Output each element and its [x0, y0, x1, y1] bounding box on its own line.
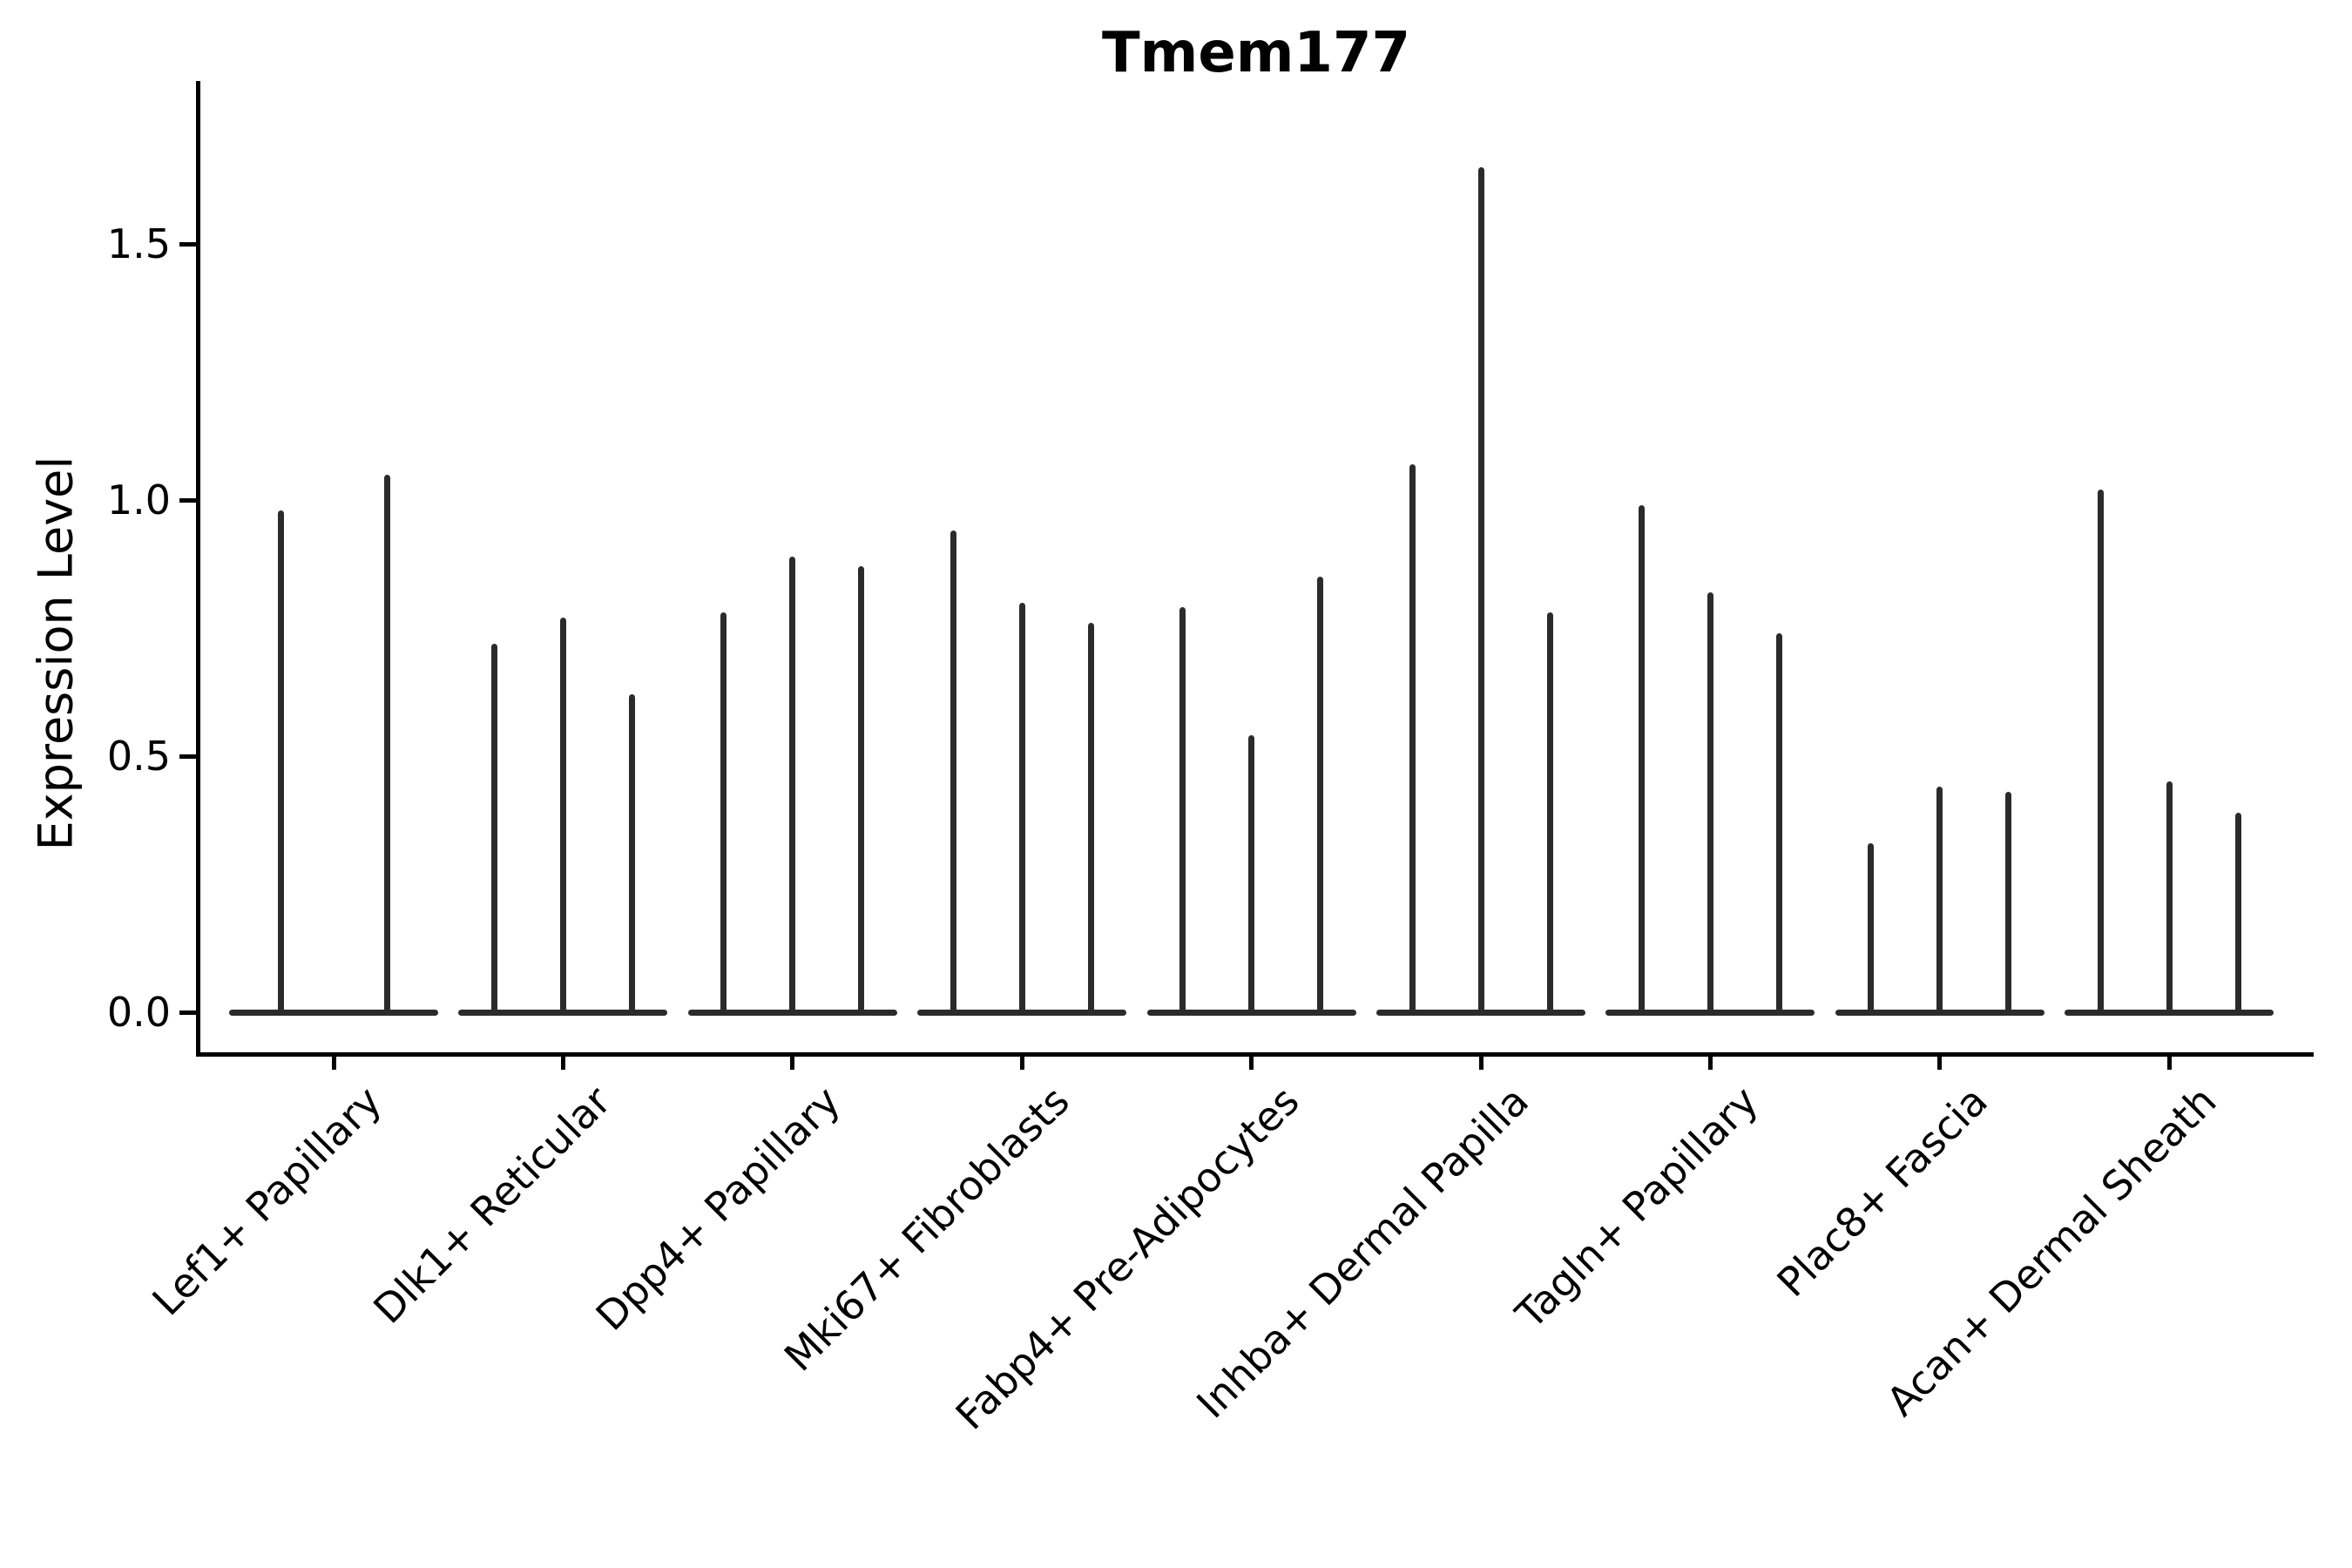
violin-spike: [277, 510, 284, 1016]
y-tick-label: 0.0: [106, 989, 171, 1036]
y-tick-label: 0.5: [106, 733, 171, 780]
x-tick-mark: [331, 1056, 336, 1070]
violin-spike: [2097, 490, 2104, 1016]
violin-spike: [1477, 166, 1484, 1016]
violin-spike: [2005, 792, 2012, 1016]
violin-spike: [1317, 577, 1324, 1016]
x-tick-mark: [790, 1056, 795, 1070]
y-tick-mark: [179, 754, 199, 759]
violin-spike: [1087, 623, 1094, 1016]
x-tick-mark: [1019, 1056, 1024, 1070]
x-tick-mark: [560, 1056, 565, 1070]
violin-spike: [490, 643, 497, 1016]
violin-spike: [789, 556, 796, 1016]
y-tick-mark: [179, 497, 199, 503]
violin-spike: [1707, 591, 1713, 1016]
x-tick-mark: [1249, 1056, 1254, 1070]
violin-spike: [1409, 463, 1416, 1016]
x-tick-mark: [1937, 1056, 1943, 1070]
violin-spike: [720, 612, 727, 1016]
violin-spike: [1936, 787, 1943, 1016]
y-tick-label: 1.0: [106, 476, 171, 524]
y-tick-label: 1.5: [106, 220, 171, 267]
violin-spike: [1775, 632, 1782, 1016]
violin-spike: [559, 618, 566, 1016]
violin-spike: [2166, 781, 2173, 1016]
y-tick-mark: [179, 241, 199, 247]
violin-spike: [383, 474, 390, 1016]
x-tick-label: Lef1+ Papillary: [142, 1077, 390, 1325]
violin-spike: [1248, 735, 1255, 1016]
x-tick-label: Dlk1+ Reticular: [363, 1077, 620, 1333]
violin-spike: [1018, 602, 1025, 1016]
violin-spike: [1638, 504, 1645, 1016]
violin-spike: [2234, 812, 2241, 1016]
chart-title: Tmem177: [1101, 21, 1411, 85]
x-tick-mark: [2166, 1056, 2172, 1070]
x-tick-label: Dpp4+ Papillary: [586, 1077, 849, 1340]
violin-spike: [1868, 842, 1875, 1016]
violin-spike: [950, 531, 956, 1016]
y-axis-spine: [196, 81, 200, 1057]
x-tick-label: Tagln+ Papillary: [1506, 1077, 1767, 1338]
x-tick-label: Plac8+ Fascia: [1767, 1077, 1997, 1306]
violin-spike: [628, 694, 635, 1016]
x-axis-spine: [196, 1052, 2314, 1057]
violin-spike: [1179, 607, 1186, 1016]
violin-spike: [858, 566, 865, 1016]
y-tick-mark: [179, 1010, 199, 1015]
x-tick-mark: [1707, 1056, 1713, 1070]
violin-baseline: [229, 1009, 438, 1016]
x-tick-mark: [1478, 1056, 1484, 1070]
violin-spike: [1546, 612, 1553, 1016]
